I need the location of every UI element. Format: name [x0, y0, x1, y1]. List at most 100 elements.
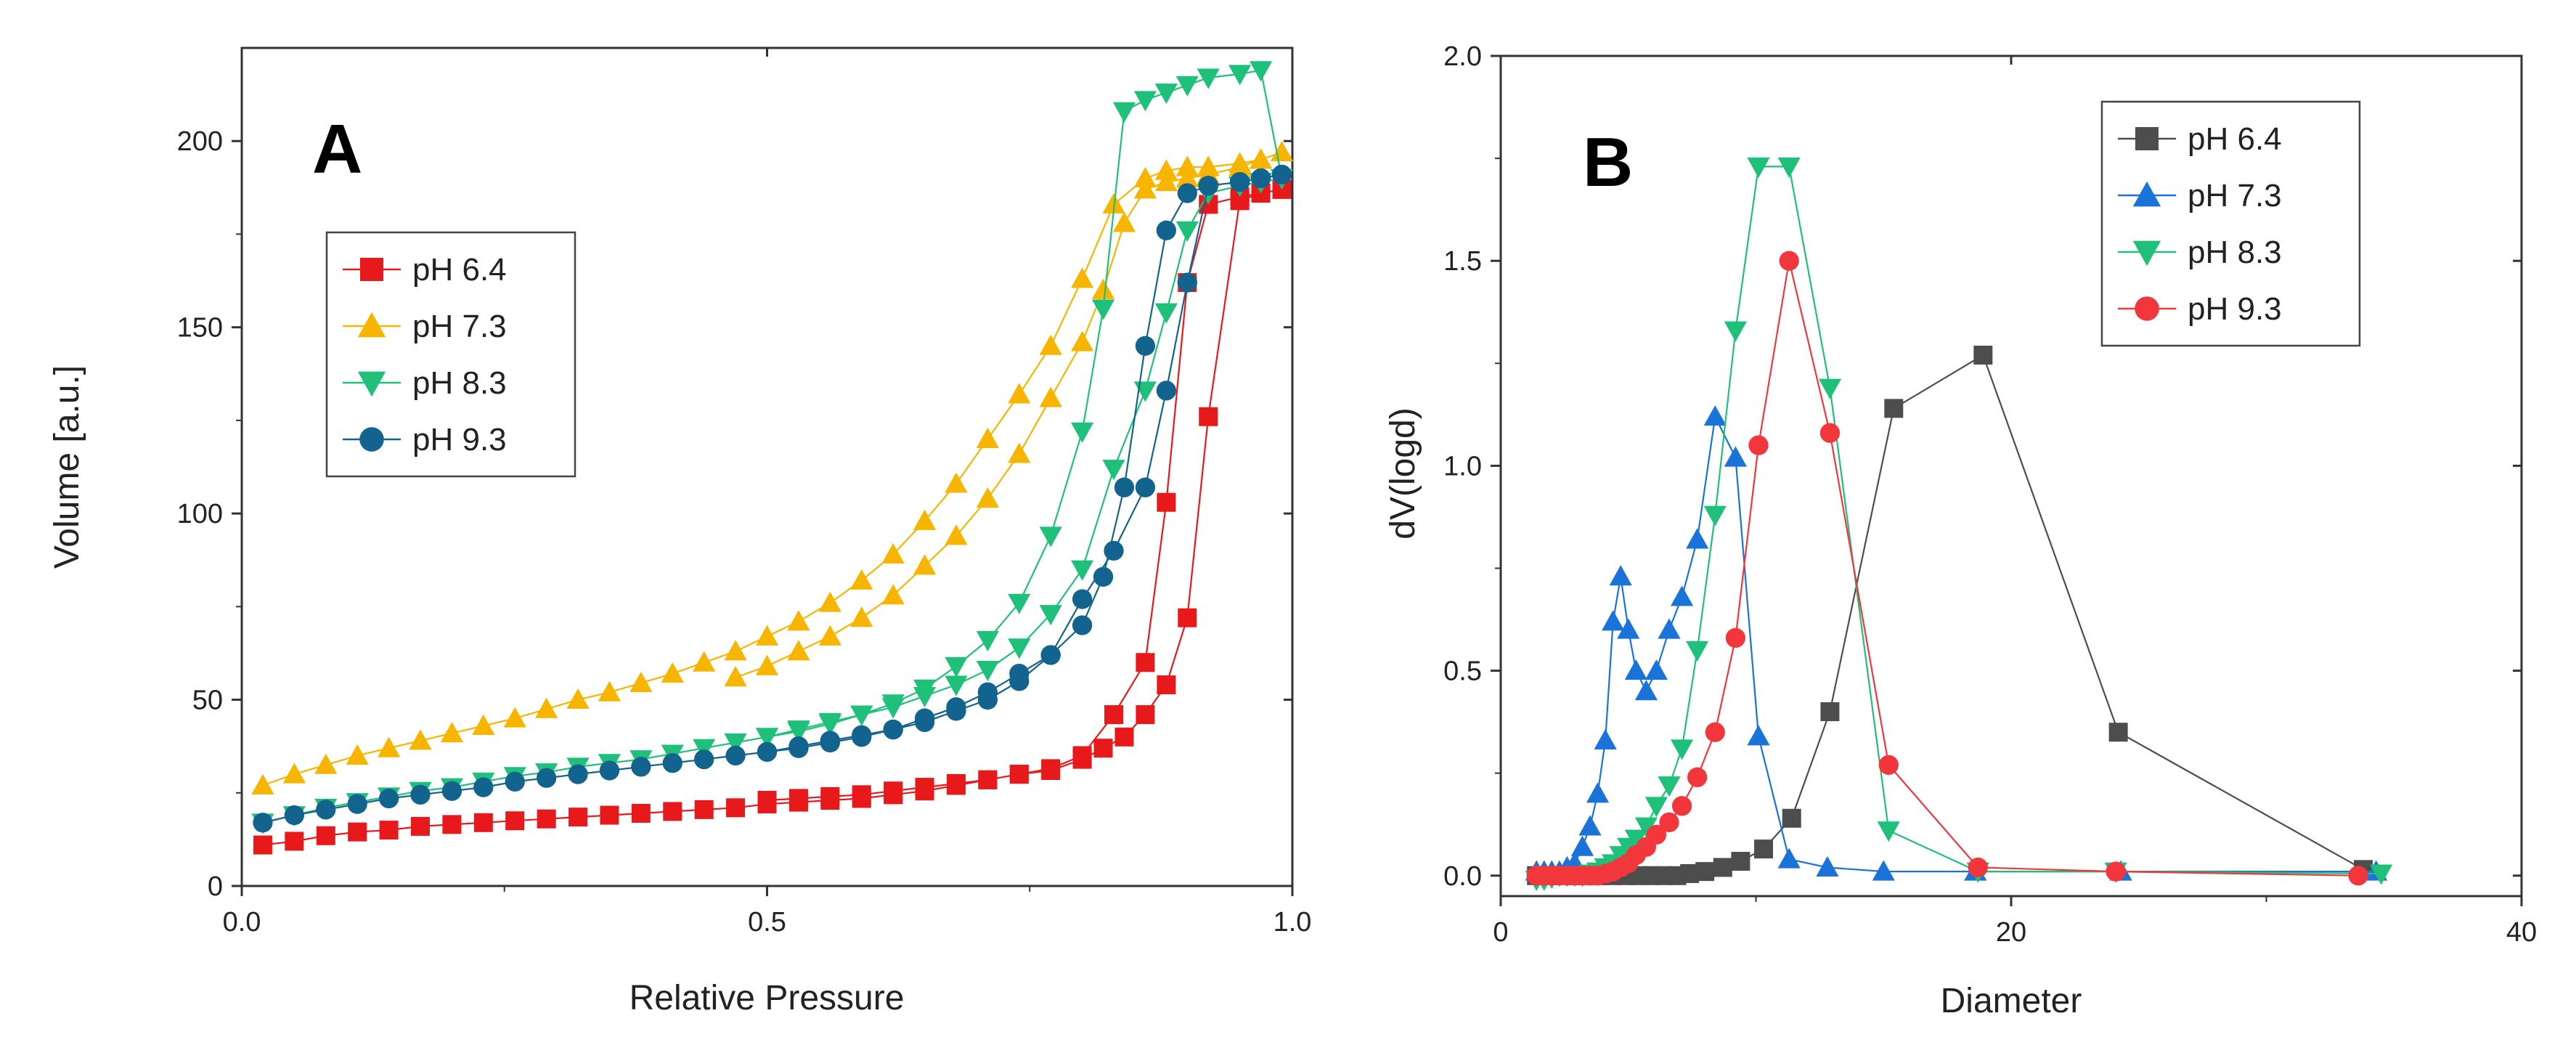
legend-label: pH 8.3 [412, 365, 507, 401]
legend-label: pH 7.3 [412, 309, 507, 344]
legend-entry: pH 8.3 [2118, 235, 2282, 270]
legend-marker [357, 371, 386, 397]
data-point [442, 815, 462, 834]
data-point [1133, 166, 1157, 187]
panel-a-legend: pH 6.4 pH 7.3 pH 8.3 pH 9.3 [325, 231, 576, 478]
data-point [346, 744, 369, 765]
data-point [472, 714, 495, 735]
data-point [441, 781, 462, 801]
data-point [1071, 422, 1094, 443]
data-point [1178, 608, 1197, 627]
data-point [348, 822, 367, 842]
data-point [1634, 680, 1658, 701]
data-point [1039, 334, 1062, 355]
data-point [1157, 492, 1176, 512]
data-point [284, 805, 304, 826]
data-point [568, 808, 588, 827]
data-point [852, 785, 871, 805]
legend-label: pH 6.4 [2188, 121, 2282, 157]
data-point [1154, 303, 1178, 324]
legend-label: pH 9.3 [412, 422, 507, 458]
data-point [976, 427, 999, 449]
data-point [724, 666, 747, 687]
data-point [661, 662, 684, 683]
data-point [1671, 796, 1692, 816]
data-point [1135, 477, 1156, 497]
data-point [946, 773, 966, 793]
panel-b-x-axis-title: Diameter [1941, 982, 2082, 1020]
data-point [2370, 864, 2393, 885]
data-point [1040, 645, 1061, 665]
data-point [316, 800, 336, 820]
data-point [1617, 618, 1640, 639]
data-point [1175, 166, 1199, 187]
data-point [2348, 866, 2368, 886]
data-point [1578, 815, 1602, 836]
data-point [1072, 615, 1093, 635]
data-point [976, 487, 999, 508]
data-point [1199, 407, 1218, 426]
data-point [1670, 739, 1694, 760]
data-point [1133, 91, 1157, 112]
legend-entry: pH 7.3 [2118, 178, 2282, 214]
x-tick-label: 40 [2506, 917, 2537, 948]
data-point [410, 816, 430, 836]
data-point [1644, 659, 1668, 680]
data-point [694, 800, 714, 819]
y-tick-label: 0.0 [1443, 861, 1482, 892]
data-point [535, 697, 558, 718]
data-point [536, 768, 557, 788]
legend-entry: pH 6.4 [343, 252, 507, 288]
data-point [1104, 705, 1124, 725]
data-point [1008, 383, 1031, 404]
data-point [724, 640, 747, 661]
data-point [693, 651, 716, 672]
data-point [1713, 858, 1732, 877]
data-point [755, 728, 779, 749]
data-point [1102, 460, 1125, 481]
data-point [1177, 183, 1197, 203]
data-point [1270, 141, 1294, 162]
data-point [1659, 812, 1679, 833]
data-point [1197, 68, 1220, 89]
series-line [1536, 260, 2359, 877]
data-point [818, 625, 841, 646]
data-point [1705, 722, 1725, 742]
data-point [631, 803, 651, 823]
data-point [945, 675, 968, 696]
data-point [1777, 157, 1801, 178]
data-point [1634, 817, 1658, 838]
legend-label: pH 6.4 [412, 252, 507, 288]
data-point [818, 591, 841, 612]
data-point [1093, 739, 1113, 758]
x-tick-label: 1.0 [1273, 907, 1312, 938]
data-point [788, 789, 808, 808]
data-point [599, 760, 620, 781]
data-point [881, 694, 905, 715]
data-point [1624, 659, 1647, 680]
series-ph-9.3 [253, 164, 1292, 833]
data-point [1114, 727, 1134, 747]
legend-label: pH 9.3 [2188, 291, 2282, 327]
data-point [850, 569, 873, 590]
panel-b-plot-frame [1499, 54, 2523, 898]
data-point [1154, 159, 1178, 180]
data-point [1136, 705, 1155, 725]
data-point [1782, 808, 1801, 828]
data-point [787, 722, 810, 743]
data-point [598, 680, 621, 702]
data-point [1009, 664, 1030, 684]
data-point [820, 786, 840, 806]
data-point [757, 741, 778, 763]
data-point [1008, 638, 1031, 659]
data-point [1779, 251, 1799, 271]
legend-entry: pH 7.3 [343, 309, 507, 344]
data-point [1820, 702, 1840, 722]
data-point [1747, 725, 1770, 746]
data-point [725, 745, 746, 766]
data-point [1156, 220, 1177, 240]
data-point [976, 631, 999, 652]
data-point [1586, 782, 1610, 803]
data-point [1777, 847, 1801, 869]
data-point [1570, 835, 1594, 856]
